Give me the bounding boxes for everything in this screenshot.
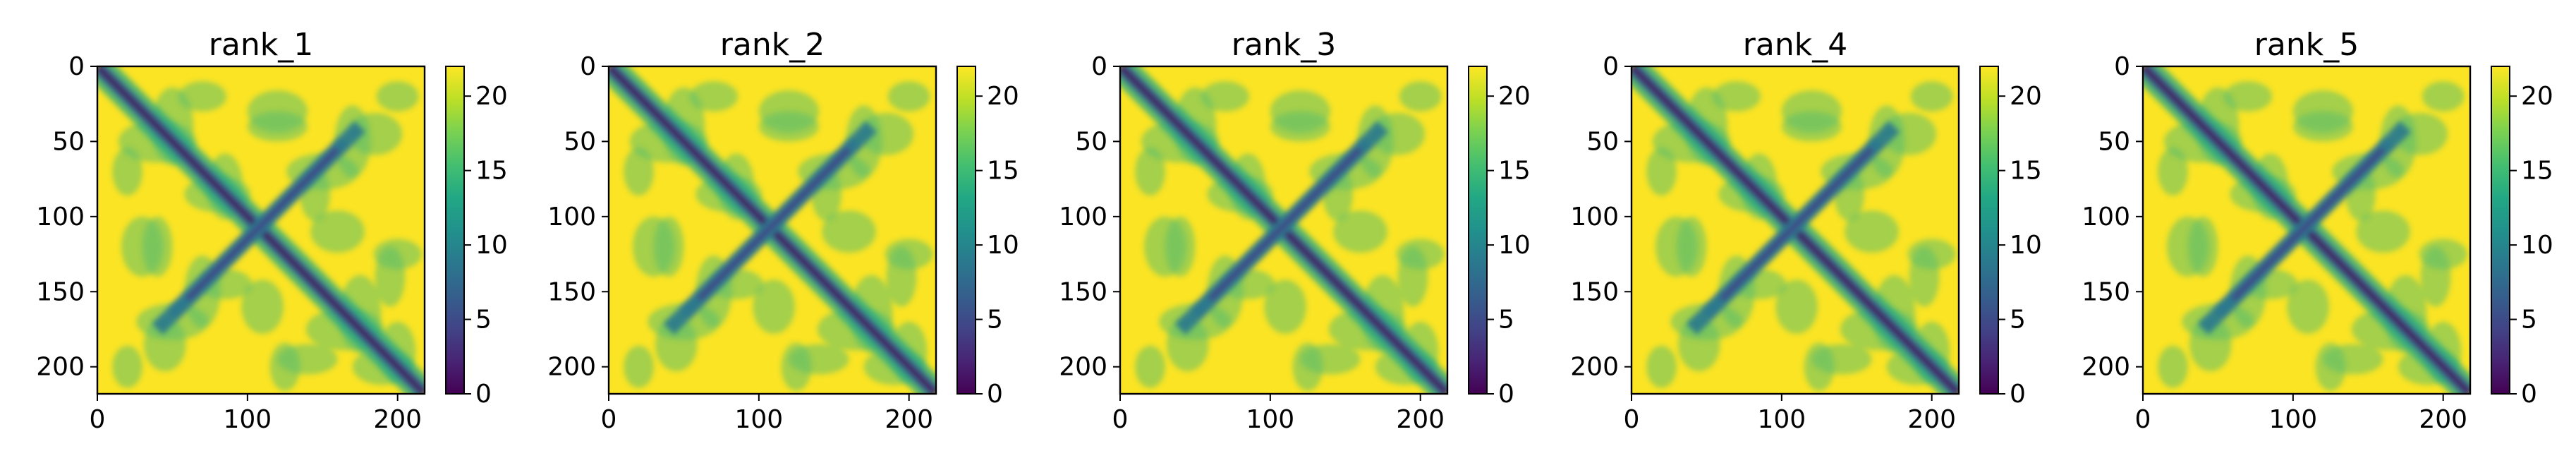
- y-tick-label: 0: [68, 52, 85, 81]
- colorbar-tick-label: 20: [2010, 82, 2042, 111]
- y-tick-label: 100: [1570, 203, 1619, 232]
- y-tick-label: 50: [2098, 127, 2130, 156]
- y-tick-label: 150: [2082, 277, 2130, 306]
- x-tick-label: 0: [2135, 405, 2151, 434]
- colorbar-tick-label: 10: [1498, 231, 1531, 260]
- y-tick-label: 100: [1059, 203, 1107, 232]
- y-tick-label: 0: [2114, 52, 2130, 81]
- x-tick-label: 100: [1757, 405, 1806, 434]
- x-tick-label: 0: [1624, 405, 1640, 434]
- axes-frame: [1630, 65, 1960, 395]
- colorbar: [445, 66, 465, 395]
- heatmap-image: [1632, 66, 1959, 394]
- y-tick-label: 0: [1603, 52, 1619, 81]
- colorbar-tick-label: 5: [475, 306, 492, 335]
- panel-title: rank_3: [1232, 27, 1336, 63]
- x-tick-label: 100: [2268, 405, 2317, 434]
- heatmap-image: [1120, 66, 1447, 394]
- y-tick-label: 150: [547, 277, 596, 306]
- colorbar-tick-label: 0: [2521, 380, 2537, 409]
- axes-frame: [2141, 65, 2472, 395]
- colorbar-tick-label: 20: [987, 82, 1019, 111]
- colorbar-tick-label: 0: [2010, 380, 2026, 409]
- x-tick-label: 200: [1396, 405, 1445, 434]
- y-tick-label: 200: [547, 353, 596, 382]
- colorbar-tick-label: 10: [987, 231, 1019, 260]
- colorbar-tick-label: 20: [2521, 82, 2553, 111]
- panel-title: rank_1: [209, 27, 313, 63]
- colorbar: [1468, 66, 1488, 395]
- y-tick-label: 0: [580, 52, 596, 81]
- colorbar-tick-label: 20: [475, 82, 508, 111]
- heatmap-image: [609, 66, 936, 394]
- axes-frame: [1119, 65, 1449, 395]
- colorbar: [956, 66, 976, 395]
- y-tick-label: 200: [2082, 353, 2130, 382]
- x-tick-label: 200: [885, 405, 933, 434]
- colorbar-tick-label: 15: [1498, 157, 1531, 186]
- y-tick-label: 100: [547, 203, 596, 232]
- y-tick-label: 200: [36, 353, 85, 382]
- colorbar-tick-label: 15: [987, 157, 1019, 186]
- y-tick-label: 50: [564, 127, 596, 156]
- panel-title: rank_2: [720, 27, 825, 63]
- colorbar-tick-label: 0: [475, 380, 492, 409]
- colorbar-tick-label: 0: [1498, 380, 1514, 409]
- panel-title: rank_5: [2254, 27, 2359, 63]
- x-tick-label: 0: [1112, 405, 1129, 434]
- y-tick-label: 50: [52, 127, 85, 156]
- x-tick-label: 100: [1246, 405, 1294, 434]
- colorbar: [1979, 66, 1999, 395]
- y-tick-label: 100: [2082, 203, 2130, 232]
- colorbar-tick-label: 10: [475, 231, 508, 260]
- y-tick-label: 50: [1075, 127, 1107, 156]
- colorbar: [2491, 66, 2510, 395]
- x-tick-label: 100: [223, 405, 272, 434]
- x-tick-label: 200: [373, 405, 422, 434]
- y-tick-label: 150: [1059, 277, 1107, 306]
- axes-frame: [96, 65, 426, 395]
- y-tick-label: 0: [1091, 52, 1107, 81]
- colorbar-tick-label: 15: [475, 157, 508, 186]
- y-tick-label: 200: [1570, 353, 1619, 382]
- y-tick-label: 150: [36, 277, 85, 306]
- x-tick-label: 100: [734, 405, 783, 434]
- colorbar-tick-label: 15: [2521, 157, 2553, 186]
- colorbar-tick-label: 20: [1498, 82, 1531, 111]
- colorbar-tick-label: 10: [2010, 231, 2042, 260]
- colorbar-tick-label: 5: [987, 306, 1003, 335]
- colorbar-tick-label: 0: [987, 380, 1003, 409]
- x-tick-label: 200: [2419, 405, 2467, 434]
- colorbar-tick-label: 5: [2010, 306, 2026, 335]
- colorbar-tick-label: 5: [1498, 306, 1514, 335]
- axes-frame: [607, 65, 937, 395]
- y-tick-label: 150: [1570, 277, 1619, 306]
- y-tick-label: 100: [36, 203, 85, 232]
- colorbar-tick-label: 15: [2010, 157, 2042, 186]
- y-tick-label: 200: [1059, 353, 1107, 382]
- colorbar-tick-label: 10: [2521, 231, 2553, 260]
- x-tick-label: 0: [90, 405, 106, 434]
- heatmap-image: [2143, 66, 2470, 394]
- y-tick-label: 50: [1586, 127, 1619, 156]
- heatmap-image: [97, 66, 425, 394]
- panel-title: rank_4: [1743, 27, 1847, 63]
- x-tick-label: 0: [601, 405, 617, 434]
- colorbar-tick-label: 5: [2521, 306, 2537, 335]
- x-tick-label: 200: [1907, 405, 1956, 434]
